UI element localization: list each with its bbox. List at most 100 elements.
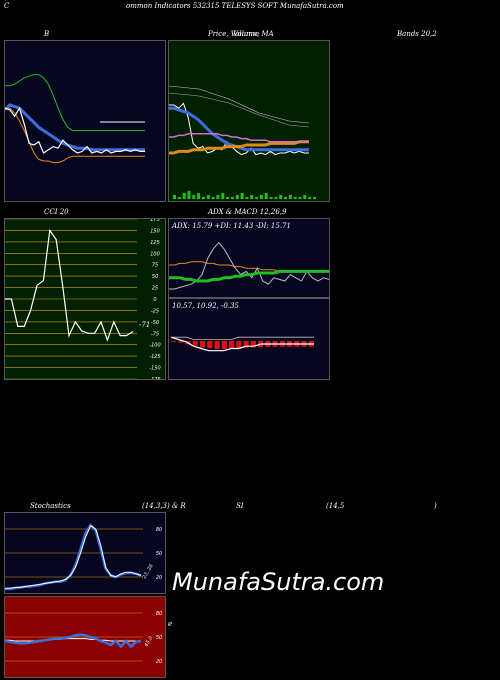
adx-line-DI <box>169 241 329 290</box>
volume-bar <box>303 195 307 199</box>
price-ma-gray-1 <box>169 85 310 124</box>
volume-bar <box>313 197 316 199</box>
price-line-ma_pink <box>169 133 309 143</box>
cci-tick-label: 0 <box>153 297 156 303</box>
rsi-params: (14,5 <box>326 502 345 510</box>
cci-tick-label: 50 <box>152 274 158 280</box>
bb-label: B <box>44 30 50 38</box>
volume-bar <box>192 195 196 199</box>
stoch-tick-label: 50 <box>156 551 162 557</box>
adx-chart <box>169 241 329 290</box>
volume-bar <box>255 197 259 199</box>
volume-bar <box>177 197 181 199</box>
price-volume-panel <box>168 40 330 202</box>
volume-bar <box>226 197 230 199</box>
price-label: Price, Volume, MA <box>208 30 274 38</box>
macd-histogram-bar <box>250 341 256 348</box>
cci-tick-label: -125 <box>149 354 160 360</box>
stoch-label: Stochastics <box>30 502 71 510</box>
watermark: MunafaSutra.com <box>172 568 385 596</box>
cci-tick-label: -75 <box>151 331 159 337</box>
volume-bar <box>245 197 249 199</box>
bollinger-bands-chart <box>5 74 145 164</box>
adx-panel: ADX: 15.79 +DI: 11.43 -DI: 15.71 <box>168 218 330 298</box>
rsi-line <box>5 633 142 649</box>
volume-bar <box>221 193 225 199</box>
volume-bar <box>293 197 297 199</box>
cci-tick-label: 125 <box>150 240 160 246</box>
stoch-tick-label: 80 <box>156 527 162 533</box>
rsi-tick-label: 50 <box>156 635 162 641</box>
cci-tick-label: -50 <box>151 320 159 326</box>
price-volume-chart <box>169 85 316 199</box>
cci-label: CCI 20 <box>44 208 69 216</box>
cci-tick-label: 175 <box>150 219 160 223</box>
adx-values: ADX: 15.79 +DI: 11.43 -DI: 15.71 <box>172 222 291 230</box>
macd-histogram-bar <box>192 341 198 346</box>
cci-tick-label: 150 <box>150 228 160 234</box>
volume-bar <box>284 197 287 199</box>
rsi-side-letter: e <box>168 620 173 628</box>
volume-bar <box>279 195 283 199</box>
volume-bar <box>269 197 273 199</box>
header-title: ommon Indicators 532315 TELESYS SOFT Mun… <box>126 2 344 10</box>
volume-bar <box>274 197 278 199</box>
price-ma-gray-2 <box>169 92 310 128</box>
macd-histogram-bar <box>200 341 206 348</box>
volume-overlay-label: Volume <box>233 30 260 38</box>
macd-histogram-bar <box>236 341 242 349</box>
volume-bar <box>235 195 239 199</box>
macd-histogram-bar <box>229 341 235 349</box>
stoch-k-line <box>5 522 142 591</box>
volume-bar <box>230 197 234 199</box>
macd-histogram-bar <box>207 341 213 349</box>
volume-bar <box>206 195 210 199</box>
stoch-d-line <box>5 525 142 589</box>
rsi-tick-label: 80 <box>156 611 162 617</box>
cci-value-label: -71 <box>139 321 150 329</box>
cci-chart: 175 150 125 100 75 50 25 0 -25 -50 -75 -100 -125 -150… <box>5 219 161 379</box>
cci-tick-label: -175 <box>149 377 160 379</box>
cci-tick-label: 100 <box>150 251 160 257</box>
rsi-close-paren: ) <box>434 502 437 510</box>
volume-bar <box>264 193 268 199</box>
rsi-chart: 80 50 20 45.0 <box>5 611 162 665</box>
header-title-c: C <box>4 2 10 10</box>
cci-tick-label: -150 <box>149 366 160 372</box>
bb-line-upper <box>5 74 145 132</box>
volume-bar <box>202 197 205 199</box>
volume-bar <box>298 197 302 199</box>
bb-line-price <box>5 106 145 154</box>
bands-label: Bands 20,2 <box>397 30 437 38</box>
macd-chart <box>170 336 314 352</box>
volume-bar <box>173 195 176 199</box>
volume-bar <box>288 195 292 199</box>
adx-line-DI <box>169 269 329 283</box>
cci-tick-label: -25 <box>151 308 159 314</box>
cci-panel: 175 150 125 100 75 50 25 0 -25 -50 -75 -100 -125 -150… <box>4 218 166 380</box>
macd-values: 10.57, 10.92, -0.35 <box>172 302 239 310</box>
cci-tick-label: -100 <box>149 343 160 349</box>
cci-tick-label: 25 <box>152 286 158 292</box>
bb-line-middle <box>5 103 145 152</box>
volume-bar <box>187 191 191 199</box>
cci-line <box>5 228 134 342</box>
stoch-params: (14,3,3) & R <box>142 502 186 510</box>
volume-bar <box>216 195 220 199</box>
macd-histogram-bar <box>214 341 220 349</box>
volume-bar <box>250 195 254 199</box>
rsi-value-label: 45.0 <box>143 635 155 649</box>
stoch-tick-label: 20 <box>156 575 162 581</box>
rsi-tick-label: 20 <box>156 659 162 665</box>
rsi-label: SI <box>236 502 244 510</box>
bollinger-bands-panel <box>4 40 166 202</box>
cci-tick-label: 75 <box>152 263 158 269</box>
volume-bar <box>259 195 263 199</box>
price-line-ma_orange <box>169 140 309 155</box>
rsi-panel: 80 50 20 45.0 <box>4 596 166 678</box>
macd-histogram-bar <box>221 341 227 349</box>
adx-label: ADX & MACD 12,26,9 <box>208 208 287 216</box>
price-line-price <box>169 102 309 156</box>
stoch-value-label: 23, 26 <box>141 563 155 581</box>
